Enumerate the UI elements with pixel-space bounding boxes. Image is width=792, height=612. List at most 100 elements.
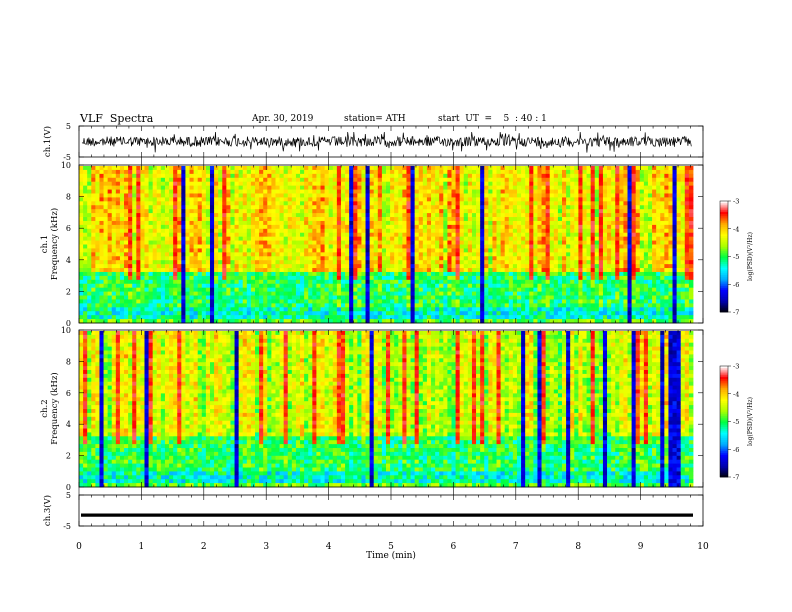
psd-cell [279, 185, 285, 190]
psd-cell [455, 291, 461, 296]
psd-cell [455, 224, 461, 230]
psd-cell [214, 220, 219, 226]
psd-cell [238, 299, 244, 304]
psd-cell [209, 303, 215, 308]
psd-cell [119, 205, 125, 210]
psd-cell [218, 279, 223, 285]
psd-cell [545, 275, 551, 281]
psd-cell [193, 311, 199, 316]
psd-cell [381, 248, 387, 253]
psd-cell [214, 181, 219, 187]
psd-cell [500, 256, 506, 261]
psd-cell [107, 224, 113, 230]
psd-cell [332, 185, 338, 190]
psd-cell [467, 232, 473, 238]
psd-cell [435, 283, 440, 289]
psd-cell [324, 268, 330, 273]
psd-cell [553, 201, 559, 206]
psd-cell [119, 166, 125, 171]
psd-cell [181, 185, 186, 190]
psd-cell [455, 256, 461, 261]
psd-cell [169, 275, 174, 281]
psd-cell [406, 189, 411, 194]
psd-cell [160, 283, 166, 289]
psd-cell [136, 166, 141, 171]
psd-cell [312, 291, 317, 296]
psd-cell [431, 252, 436, 257]
psd-cell [508, 209, 514, 214]
psd-cell [541, 248, 547, 253]
psd-cell [377, 256, 383, 261]
psd-cell [484, 244, 489, 249]
psd-cell [345, 283, 350, 289]
psd-cell [173, 264, 178, 269]
psd-cell [340, 236, 346, 241]
psd-cell [214, 177, 219, 183]
psd-cell [512, 256, 518, 261]
psd-cell [115, 193, 121, 198]
psd-cell [508, 189, 514, 194]
psd-cell [193, 319, 199, 324]
psd-cell [480, 248, 485, 253]
psd-cell [287, 224, 293, 230]
psd-cell [185, 287, 190, 293]
psd-cell [287, 287, 293, 293]
psd-cell [361, 291, 366, 296]
psd-cell [242, 311, 248, 316]
psd-cell [328, 252, 334, 257]
psd-cell [173, 256, 178, 261]
psd-cell [386, 244, 391, 249]
psd-cell [156, 228, 162, 234]
psd-cell [349, 177, 354, 183]
psd-cell [128, 236, 133, 241]
psd-cell [549, 173, 555, 179]
psd-cell [418, 197, 424, 202]
psd-cell [345, 201, 350, 206]
psd-cell [439, 205, 444, 210]
psd-cell [79, 319, 84, 324]
psd-cell [136, 173, 141, 179]
psd-cell [484, 319, 489, 324]
psd-cell [414, 181, 420, 187]
psd-cell [516, 232, 522, 238]
psd-cell [205, 275, 211, 281]
psd-cell [373, 275, 379, 281]
psd-cell [230, 244, 235, 249]
psd-cell [115, 228, 121, 234]
psd-cell [340, 299, 346, 304]
psd-cell [443, 224, 448, 230]
psd-cell [406, 244, 411, 249]
psd-cell [349, 201, 354, 206]
psd-cell [373, 307, 379, 312]
psd-cell [324, 240, 330, 245]
psd-cell [381, 220, 387, 226]
psd-cell [541, 169, 547, 175]
psd-cell [566, 232, 571, 238]
psd-cell [386, 220, 391, 226]
psd-cell [562, 232, 567, 238]
psd-cell [164, 169, 170, 175]
psd-cell [230, 166, 235, 171]
psd-cell [328, 248, 334, 253]
psd-cell [115, 197, 121, 202]
psd-cell [169, 264, 174, 269]
psd-cell [500, 311, 506, 316]
psd-cell [349, 185, 354, 190]
psd-cell [222, 283, 227, 289]
psd-cell [525, 177, 530, 183]
psd-cell [377, 287, 383, 293]
psd-cell [471, 166, 477, 171]
psd-cell [492, 181, 497, 187]
psd-cell [386, 264, 391, 269]
psd-cell [119, 197, 125, 202]
psd-cell [492, 169, 497, 175]
psd-cell [377, 224, 383, 230]
psd-cell [394, 244, 399, 249]
psd-cell [169, 209, 174, 214]
psd-cell [119, 228, 125, 234]
psd-cell [316, 315, 321, 320]
psd-cell [455, 264, 461, 269]
psd-cell [316, 236, 321, 241]
psd-cell [435, 264, 440, 269]
psd-cell [353, 173, 358, 179]
